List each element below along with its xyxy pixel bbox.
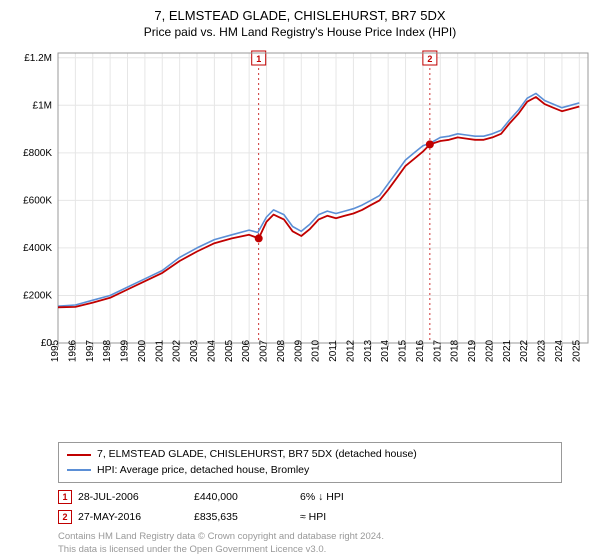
attribution-footer: Contains HM Land Registry data © Crown c… [58,531,562,556]
svg-text:2021: 2021 [502,339,513,362]
svg-text:2015: 2015 [398,339,409,362]
legend-label: 7, ELMSTEAD GLADE, CHISLEHURST, BR7 5DX … [97,447,417,463]
svg-text:2009: 2009 [293,339,304,362]
svg-text:2002: 2002 [172,339,183,362]
svg-text:2011: 2011 [328,340,339,362]
chart-area: 12£0£200K£400K£600K£800K£1M£1.2M19951996… [8,43,592,438]
svg-text:2012: 2012 [345,339,356,362]
svg-text:1999: 1999 [120,339,131,362]
svg-text:£600K: £600K [23,195,52,206]
sale-date: 28-JUL-2006 [78,491,188,503]
svg-text:2022: 2022 [519,339,530,362]
svg-text:£1M: £1M [33,100,52,111]
footer-line1: Contains HM Land Registry data © Crown c… [58,531,384,542]
sale-row: 1 28-JUL-2006 £440,000 6% ↓ HPI [58,487,562,507]
svg-text:2010: 2010 [311,339,322,362]
svg-text:2001: 2001 [154,339,165,362]
svg-text:1995: 1995 [50,339,61,362]
svg-text:2008: 2008 [276,339,287,362]
svg-text:2: 2 [427,54,432,64]
svg-text:2006: 2006 [241,339,252,362]
svg-text:2025: 2025 [571,339,582,362]
svg-text:1997: 1997 [85,339,96,362]
sale-marker: 2 [58,510,72,524]
chart-title-block: 7, ELMSTEAD GLADE, CHISLEHURST, BR7 5DX … [8,8,592,39]
line-chart-svg: 12£0£200K£400K£600K£800K£1M£1.2M19951996… [8,43,598,383]
sale-price: £835,635 [194,511,294,523]
svg-text:1998: 1998 [102,339,113,362]
svg-text:2017: 2017 [432,339,443,362]
title-line2: Price paid vs. HM Land Registry's House … [8,25,592,39]
footer-line2: This data is licensed under the Open Gov… [58,544,326,555]
svg-text:£800K: £800K [23,148,52,159]
svg-text:2003: 2003 [189,339,200,362]
sale-delta: ≈ HPI [300,511,562,523]
svg-text:2013: 2013 [363,339,374,362]
legend-item: HPI: Average price, detached house, Brom… [67,463,553,479]
legend-label: HPI: Average price, detached house, Brom… [97,463,309,479]
sale-price: £440,000 [194,491,294,503]
legend-item: 7, ELMSTEAD GLADE, CHISLEHURST, BR7 5DX … [67,447,553,463]
svg-text:2005: 2005 [224,339,235,362]
svg-text:2023: 2023 [537,339,548,362]
svg-text:2016: 2016 [415,339,426,362]
svg-text:£1.2M: £1.2M [24,53,52,64]
sale-delta: 6% ↓ HPI [300,491,562,503]
svg-text:2000: 2000 [137,339,148,362]
sale-date: 27-MAY-2016 [78,511,188,523]
title-line1: 7, ELMSTEAD GLADE, CHISLEHURST, BR7 5DX [8,8,592,23]
svg-text:2004: 2004 [206,339,217,362]
legend-box: 7, ELMSTEAD GLADE, CHISLEHURST, BR7 5DX … [58,442,562,484]
svg-text:2007: 2007 [259,339,270,362]
svg-text:2019: 2019 [467,339,478,362]
svg-text:£400K: £400K [23,243,52,254]
sale-marker: 1 [58,490,72,504]
legend-swatch [67,469,91,471]
svg-text:2020: 2020 [484,339,495,362]
svg-text:1996: 1996 [67,339,78,362]
sales-table: 1 28-JUL-2006 £440,000 6% ↓ HPI 2 27-MAY-2016… [58,487,562,527]
svg-text:2018: 2018 [450,339,461,362]
svg-text:2024: 2024 [554,339,565,362]
legend-swatch [67,454,91,456]
svg-text:£200K: £200K [23,290,52,301]
svg-text:1: 1 [256,54,261,64]
svg-text:2014: 2014 [380,339,391,362]
sale-row: 2 27-MAY-2016 £835,635 ≈ HPI [58,507,562,527]
